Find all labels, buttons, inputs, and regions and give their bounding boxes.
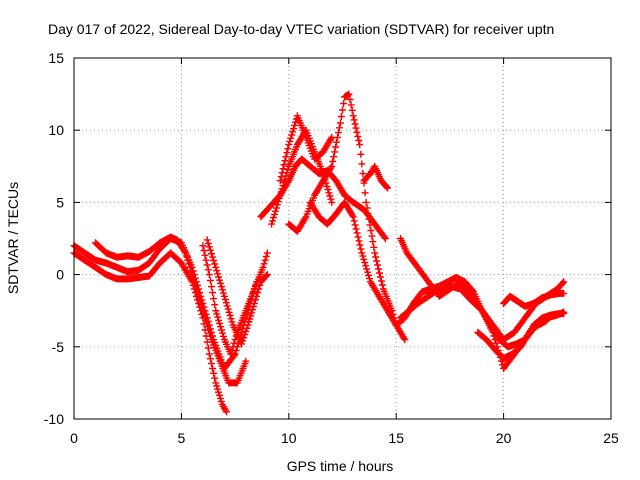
series-sat-h [276, 112, 336, 185]
x-tick-label: 5 [178, 430, 186, 446]
series-sat-j [306, 198, 409, 344]
y-axis-label: SDTVAR / TECUs [5, 182, 21, 294]
series-sat-e [203, 236, 271, 348]
data-marks [70, 90, 568, 416]
data-points-sat-k [360, 162, 392, 192]
plot-frame [73, 57, 612, 420]
data-points-sat-h [276, 112, 336, 185]
series-sat-o [500, 289, 568, 310]
x-tick-label: 0 [70, 430, 78, 446]
data-points-sat-p [474, 317, 551, 362]
x-tick-label: 25 [603, 430, 619, 446]
chart-title: Day 017 of 2022, Sidereal Day-to-day VTE… [48, 21, 554, 37]
y-tick-label: -10 [44, 411, 64, 427]
y-tick-label: 0 [56, 267, 64, 283]
data-points-sat-e [203, 236, 271, 348]
series-sat-p [474, 317, 551, 362]
y-tick-label: 5 [56, 194, 64, 210]
y-tick-labels: -10 -5 0 5 10 15 [44, 50, 64, 427]
series-sat-c [92, 233, 250, 387]
y-tick-label: 10 [48, 122, 64, 138]
axis-ticks [73, 57, 612, 420]
y-tick-label: 15 [48, 50, 64, 66]
data-points-sat-j [306, 198, 409, 344]
x-tick-labels: 0 5 10 15 20 25 [70, 430, 619, 446]
series-sat-i [285, 90, 400, 329]
x-tick-label: 15 [388, 430, 404, 446]
x-tick-label: 20 [496, 430, 512, 446]
y-tick-label: -5 [52, 339, 65, 355]
x-axis-label: GPS time / hours [287, 458, 394, 474]
x-tick-label: 10 [281, 430, 297, 446]
data-points-sat-c [92, 233, 250, 387]
data-points-sat-o [500, 289, 568, 310]
data-points-sat-d [199, 242, 271, 358]
series-sat-d [199, 242, 271, 358]
series-sat-k [360, 162, 392, 192]
data-points-sat-i [285, 90, 400, 329]
